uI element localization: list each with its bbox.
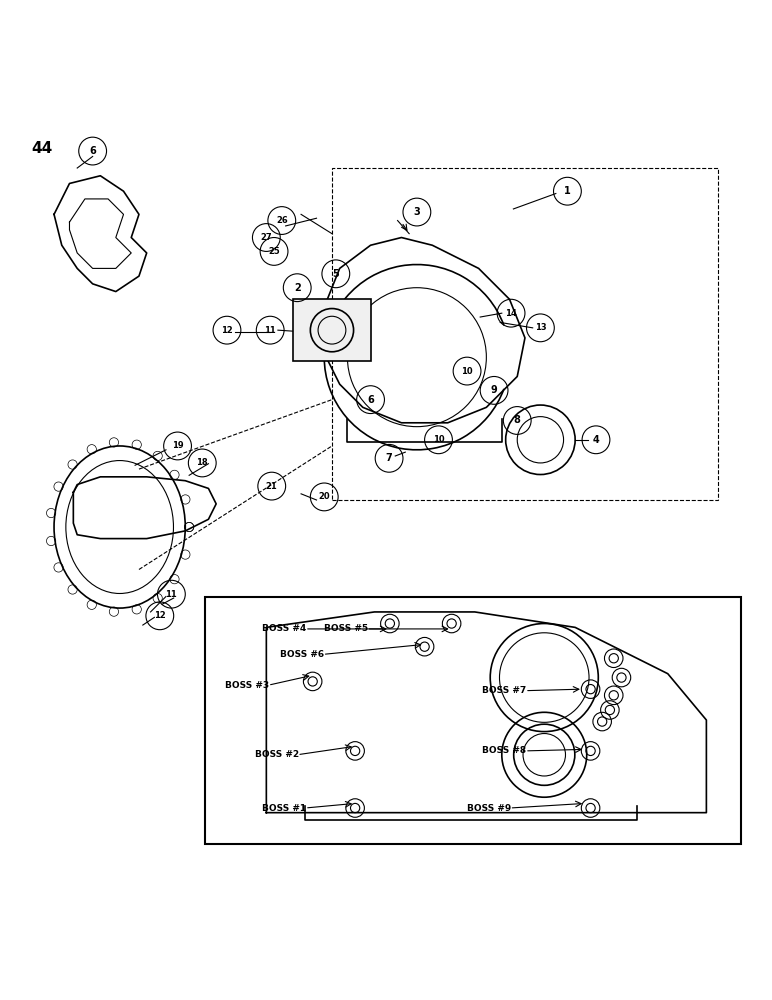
Text: 6: 6 <box>367 395 374 405</box>
Text: 11: 11 <box>165 590 178 599</box>
Text: 19: 19 <box>171 441 184 450</box>
Text: 20: 20 <box>318 492 330 501</box>
Text: BOSS #7: BOSS #7 <box>482 686 527 695</box>
Text: 4: 4 <box>593 435 599 445</box>
Bar <box>332 168 718 500</box>
Text: 10: 10 <box>432 435 445 444</box>
Text: 25: 25 <box>268 247 280 256</box>
Text: 12: 12 <box>154 611 166 620</box>
Text: 5: 5 <box>333 269 339 279</box>
Text: 11: 11 <box>264 326 276 335</box>
Text: BOSS #2: BOSS #2 <box>255 750 299 759</box>
Text: BOSS #6: BOSS #6 <box>280 650 324 659</box>
Text: 13: 13 <box>534 323 547 332</box>
Text: 18: 18 <box>196 458 208 467</box>
Text: 3: 3 <box>414 207 420 217</box>
Text: 1: 1 <box>564 186 571 196</box>
Text: 27: 27 <box>260 233 273 242</box>
Text: BOSS #8: BOSS #8 <box>482 746 527 755</box>
Bar <box>293 299 371 361</box>
Text: 9: 9 <box>491 385 497 395</box>
Text: BOSS #4: BOSS #4 <box>262 624 306 633</box>
Bar <box>205 596 741 844</box>
Text: 21: 21 <box>266 482 278 491</box>
Text: BOSS #5: BOSS #5 <box>324 624 368 633</box>
Text: 12: 12 <box>221 326 233 335</box>
Text: 10: 10 <box>461 367 473 376</box>
Text: 6: 6 <box>90 146 96 156</box>
Text: 26: 26 <box>276 216 288 225</box>
Text: BOSS #3: BOSS #3 <box>225 681 269 690</box>
Text: 8: 8 <box>514 415 520 425</box>
Text: BOSS #1: BOSS #1 <box>262 804 306 813</box>
Text: 7: 7 <box>386 453 392 463</box>
Text: BOSS #9: BOSS #9 <box>467 804 511 813</box>
Text: 14: 14 <box>505 309 517 318</box>
Text: 44: 44 <box>31 141 52 156</box>
Text: 2: 2 <box>294 283 300 293</box>
